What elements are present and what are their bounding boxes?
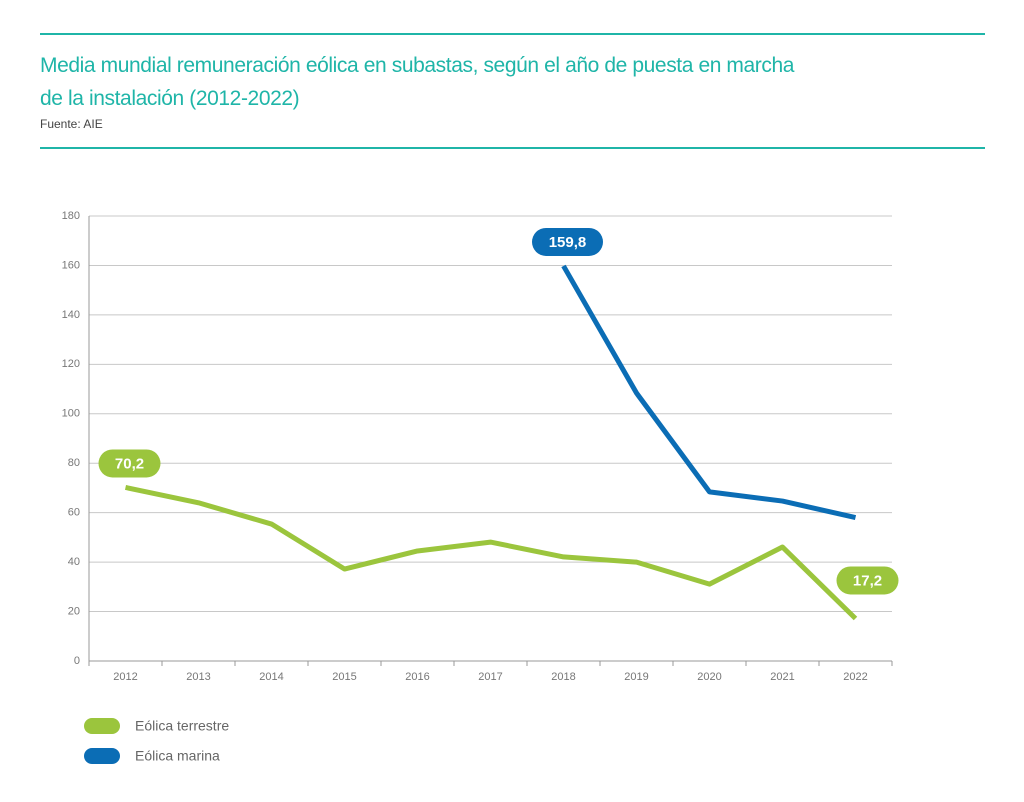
legend-label: Eólica marina — [135, 748, 220, 764]
chart-subtitle: Fuente: AIE — [40, 117, 103, 131]
y-tick-label: 20 — [68, 605, 80, 617]
y-tick-label: 60 — [68, 507, 80, 519]
value-label: 17,2 — [853, 572, 882, 589]
x-tick-label: 2014 — [259, 671, 283, 683]
legend-swatch — [84, 718, 120, 734]
x-tick-label: 2019 — [624, 671, 648, 683]
x-tick-label: 2016 — [405, 671, 429, 683]
y-tick-label: 80 — [68, 457, 80, 469]
value-label-bg — [532, 227, 603, 256]
x-tick-label: 2021 — [770, 671, 794, 683]
x-tick-label: 2017 — [478, 671, 502, 683]
y-tick-label: 160 — [62, 259, 80, 271]
x-tick-label: 2018 — [551, 671, 575, 683]
value-label: 159,8 — [549, 234, 587, 251]
value-label: 70,2 — [115, 455, 144, 472]
chart-title: Media mundial remuneración eólica en sub… — [40, 54, 795, 77]
x-tick-label: 2013 — [186, 671, 210, 683]
series-line — [561, 264, 857, 521]
y-tick-label: 100 — [62, 408, 80, 420]
legend-label: Eólica terrestre — [135, 718, 229, 734]
x-tick-label: 2012 — [113, 671, 137, 683]
x-tick-label: 2015 — [332, 671, 356, 683]
y-tick-label: 180 — [62, 210, 80, 222]
y-tick-label: 140 — [62, 309, 80, 321]
x-tick-label: 2022 — [843, 671, 867, 683]
chart-title: de la instalación (2012-2022) — [40, 87, 299, 110]
y-tick-label: 40 — [68, 556, 80, 568]
value-label-bg — [98, 449, 161, 478]
x-tick-label: 2020 — [697, 671, 721, 683]
y-tick-label: 120 — [62, 358, 80, 370]
value-label-bg — [836, 566, 899, 595]
y-tick-label: 0 — [74, 655, 80, 667]
series-line — [124, 485, 858, 621]
legend-swatch — [84, 748, 120, 764]
